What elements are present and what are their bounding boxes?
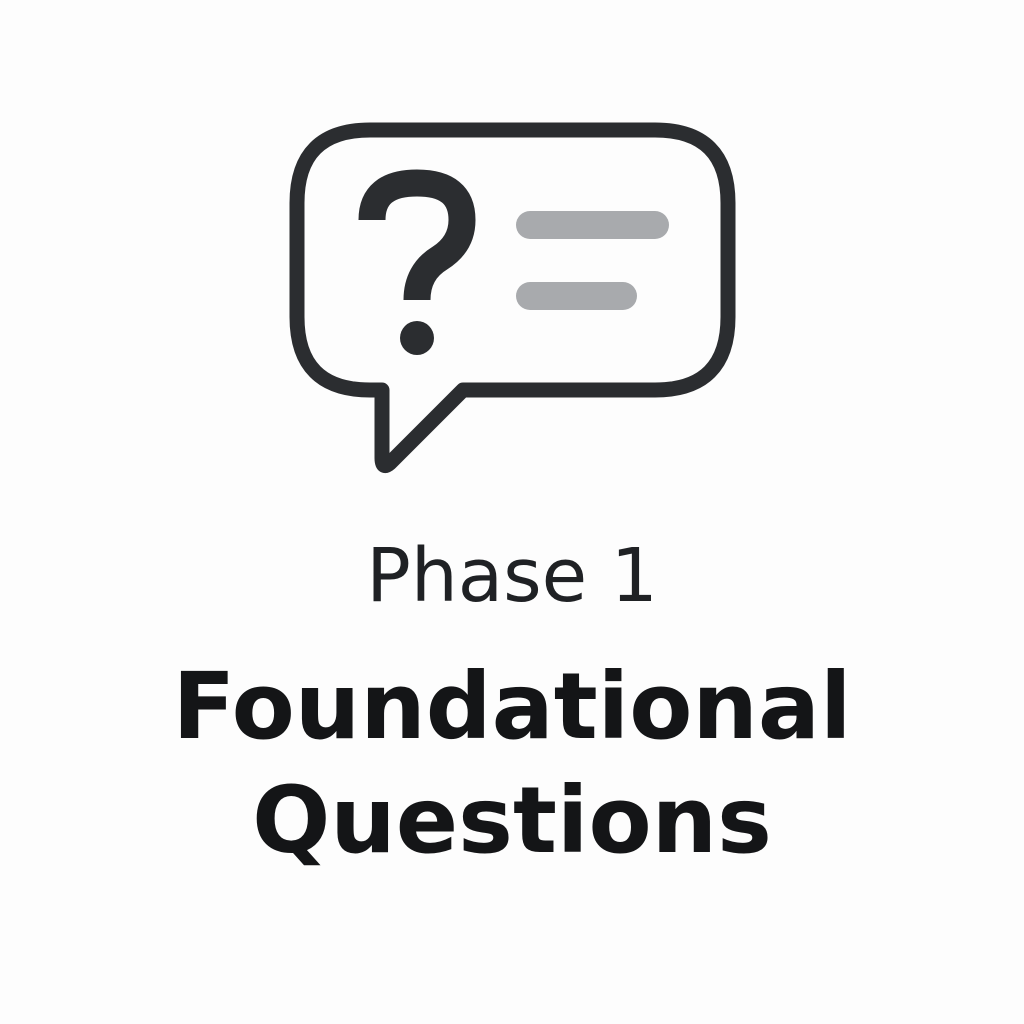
text-line-icon <box>516 282 637 310</box>
question-mark-icon <box>358 169 476 301</box>
question-speech-bubble-icon <box>289 122 736 473</box>
page-title: Foundational Questions <box>0 650 1024 878</box>
title-line-1: Foundational <box>172 653 852 760</box>
text-line-icon <box>516 211 669 239</box>
title-line-2: Questions <box>252 767 772 874</box>
question-dot-icon <box>400 321 434 355</box>
speech-bubble-icon <box>289 122 736 473</box>
phase-label: Phase 1 <box>366 533 658 619</box>
